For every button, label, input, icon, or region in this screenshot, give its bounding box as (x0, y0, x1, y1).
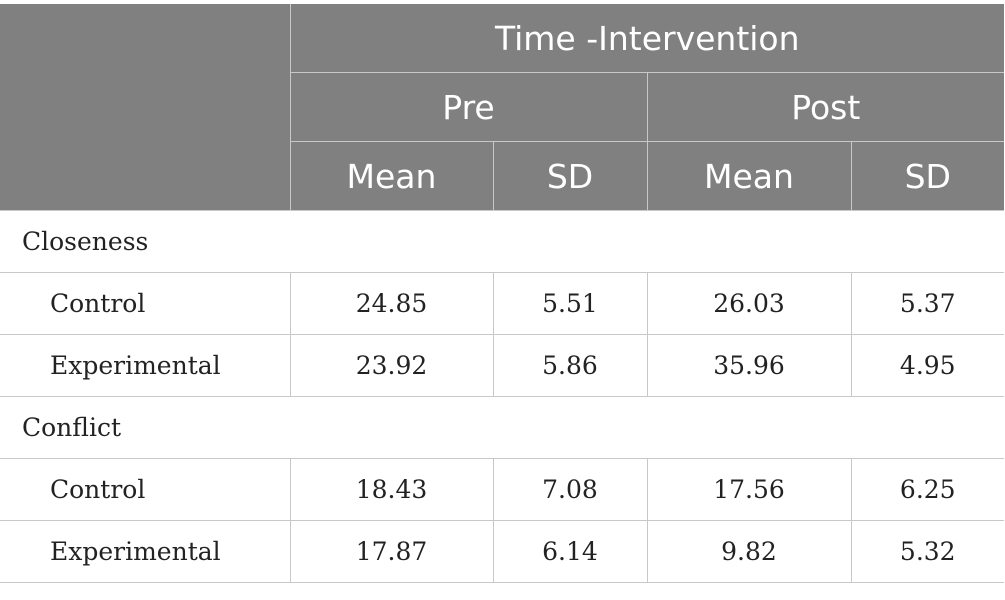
results-table: Time -Intervention Pre Post Mean SD Mean… (0, 4, 1005, 583)
header-pre-sd: SD (492, 141, 648, 211)
table-row: Experimental 23.92 5.86 35.96 4.95 (0, 334, 1005, 397)
post-mean-cell: 17.56 (646, 458, 852, 521)
post-mean-cell: 35.96 (646, 334, 852, 397)
group-label: Conflict (0, 396, 1005, 459)
pre-mean-cell: 24.85 (289, 272, 494, 335)
pre-sd-cell: 7.08 (492, 458, 648, 521)
header-pre-mean: Mean (289, 141, 494, 211)
row-label: Experimental (0, 520, 291, 583)
table-body: Closeness Control 24.85 5.51 26.03 5.37 … (0, 210, 1005, 583)
post-sd-cell: 6.25 (850, 458, 1005, 521)
post-mean-cell: 26.03 (646, 272, 852, 335)
table-row: Experimental 17.87 6.14 9.82 5.32 (0, 520, 1005, 583)
post-sd-cell: 4.95 (850, 334, 1005, 397)
header-pre: Pre (289, 72, 648, 142)
header-post-sd: SD (850, 141, 1005, 211)
pre-mean-cell: 17.87 (289, 520, 494, 583)
table-row: Control 24.85 5.51 26.03 5.37 (0, 272, 1005, 335)
pre-sd-cell: 6.14 (492, 520, 648, 583)
row-label: Experimental (0, 334, 291, 397)
group-label: Closeness (0, 210, 1005, 273)
header-time-intervention: Time -Intervention (289, 4, 1005, 73)
header-post-mean: Mean (646, 141, 852, 211)
pre-mean-cell: 18.43 (289, 458, 494, 521)
pre-sd-cell: 5.86 (492, 334, 648, 397)
post-sd-cell: 5.32 (850, 520, 1005, 583)
post-mean-cell: 9.82 (646, 520, 852, 583)
row-label: Control (0, 458, 291, 521)
row-label: Control (0, 272, 291, 335)
group-row-conflict: Conflict (0, 396, 1005, 459)
post-sd-cell: 5.37 (850, 272, 1005, 335)
pre-sd-cell: 5.51 (492, 272, 648, 335)
group-row-closeness: Closeness (0, 210, 1005, 273)
pre-mean-cell: 23.92 (289, 334, 494, 397)
header-corner-cell (0, 4, 291, 211)
table-header: Time -Intervention Pre Post Mean SD Mean… (0, 4, 1005, 211)
table-row: Control 18.43 7.08 17.56 6.25 (0, 458, 1005, 521)
header-post: Post (646, 72, 1005, 142)
